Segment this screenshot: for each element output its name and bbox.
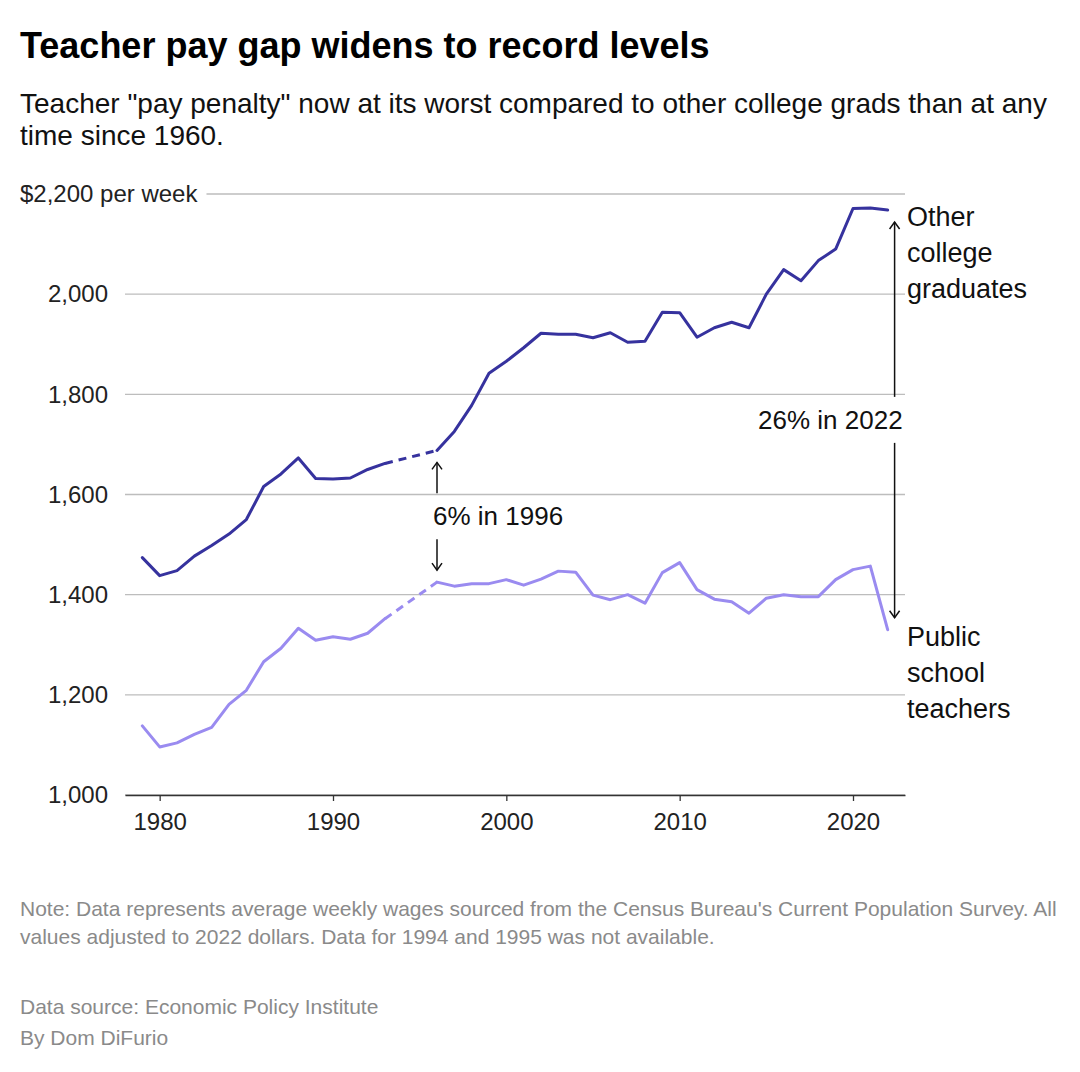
x-tick-mark: [680, 795, 681, 801]
x-tick-mark: [506, 795, 507, 801]
background: [0, 0, 1080, 1072]
text-line: graduates: [907, 274, 1027, 304]
y-tick: 1,200: [48, 681, 125, 708]
annotation-arrow: [436, 539, 438, 570]
annotation: 6% in 1996: [432, 462, 563, 570]
x-tick: 1990: [307, 795, 360, 835]
y-tick-label: 1,600: [48, 481, 108, 508]
source: Data source: Economic Policy Institute: [20, 995, 378, 1018]
y-tick-label: 2,000: [48, 280, 108, 307]
subtitle: Teacher "pay penalty" now at its worst c…: [20, 88, 1047, 151]
x-tick-label: 1980: [133, 808, 186, 835]
x-tick-label: 1990: [307, 808, 360, 835]
text-line: Public: [907, 622, 981, 652]
x-axis: 1980 1990 2000 2010 2020: [126, 795, 906, 835]
text-line: college: [907, 238, 993, 268]
x-tick: 2010: [653, 795, 706, 835]
gap-bridge: [385, 450, 437, 463]
text-line: school: [907, 658, 985, 688]
series-label: Other college graduates: [907, 202, 1027, 304]
text-line: Teacher "pay penalty" now at its worst c…: [20, 88, 1047, 119]
text-line: teachers: [907, 694, 1011, 724]
y-tick-label: 1,800: [48, 381, 108, 408]
annotation-arrow: [894, 443, 896, 618]
grid-line: [125, 294, 905, 295]
text-line: Note: Data represents average weekly wag…: [20, 897, 1057, 920]
x-tick-mark: [333, 795, 334, 801]
x-tick-label: 2010: [653, 808, 706, 835]
y-tick-label: 1,200: [48, 681, 108, 708]
y-tick-label: $2,200 per week: [20, 180, 198, 207]
y-tick: 2,000: [48, 280, 125, 307]
chart: Teacher pay gap widens to record levels T…: [0, 0, 1080, 1072]
y-tick: 1,800: [48, 381, 125, 408]
y-tick: 1,400: [48, 581, 125, 608]
annotation-text: 6% in 1996: [433, 501, 563, 531]
x-tick: 2020: [827, 795, 880, 835]
x-tick: 2000: [480, 795, 533, 835]
grid-line: [206, 193, 905, 194]
series-label: Public school teachers: [907, 622, 1011, 724]
x-tick: 1980: [133, 795, 186, 835]
annotation-arrowhead: [432, 462, 442, 469]
byline: By Dom DiFurio: [20, 1026, 168, 1049]
x-tick-label: 2020: [827, 808, 880, 835]
gap-bridge: [385, 582, 437, 619]
series-line: [142, 208, 887, 576]
y-tick: $2,200 per week: [20, 180, 198, 207]
grid-line: [125, 794, 905, 795]
note: Note: Data represents average weekly wag…: [20, 897, 1057, 948]
x-tick-mark: [853, 795, 854, 801]
grid-line: [125, 394, 905, 395]
text-line: time since 1960.: [20, 120, 224, 151]
x-tick-label: 2000: [480, 808, 533, 835]
y-tick-label: 1,400: [48, 581, 108, 608]
annotation-text: 26% in 2022: [758, 405, 903, 435]
grid: [125, 194, 905, 795]
x-tick-mark: [160, 795, 161, 801]
text-line: Other: [907, 202, 975, 232]
y-axis: 1,000 1,200 1,400 1,600 1,800 2,000 $2,200 per…: [20, 180, 198, 808]
annotation-arrowhead: [432, 563, 442, 570]
text-line: values adjusted to 2022 dollars. Data fo…: [20, 925, 715, 948]
annotation: 26% in 2022: [758, 222, 903, 618]
plot-area: [142, 208, 887, 747]
y-tick-label: 1,000: [48, 781, 108, 808]
annotation-arrowhead: [890, 611, 900, 618]
series-line: [142, 563, 887, 747]
annotation-arrow: [436, 462, 438, 493]
annotation-arrow: [894, 222, 896, 397]
grid-line: [125, 494, 905, 495]
y-axis-line: [125, 195, 126, 796]
title: Teacher pay gap widens to record levels: [20, 25, 710, 66]
y-tick: 1,600: [48, 481, 125, 508]
y-tick: 1,000: [48, 781, 125, 808]
annotation-arrowhead: [890, 222, 900, 229]
x-axis-line: [126, 795, 906, 797]
